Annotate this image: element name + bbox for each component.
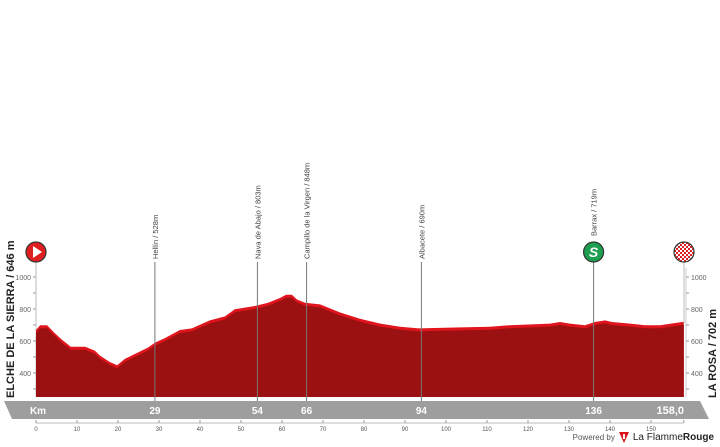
svg-text:120: 120 [523,427,534,433]
svg-text:29: 29 [149,406,161,417]
svg-text:Campillo de la Virgen / 848m: Campillo de la Virgen / 848m [303,163,312,259]
svg-text:600: 600 [691,339,703,346]
svg-text:54: 54 [252,406,264,417]
svg-text:100: 100 [441,427,452,433]
svg-text:S: S [589,244,599,260]
svg-text:40: 40 [197,427,204,433]
waypoint-markers: Hellín / 528m Nava de Abajo / 803m Campill… [151,163,605,418]
svg-text:Barrax / 719m: Barrax / 719m [590,189,599,236]
svg-text:94: 94 [416,406,428,417]
y-axis-left: 400 600 800 1000 [15,268,37,397]
svg-text:30: 30 [156,427,163,433]
finish-distance: 158,0 [656,405,684,417]
svg-text:20: 20 [115,427,122,433]
svg-text:10: 10 [74,427,81,433]
svg-text:110: 110 [482,427,492,433]
svg-text:800: 800 [19,307,31,314]
footer-credit: Powered by La FlammeRouge [573,432,714,443]
svg-text:60: 60 [279,427,286,433]
x-axis: 0 10 20 30 40 50 60 70 80 90 100 110 120 130 140 150 [34,420,685,433]
svg-text:600: 600 [19,339,31,346]
svg-text:66: 66 [301,406,313,417]
svg-text:80: 80 [361,427,368,433]
svg-text:50: 50 [238,427,245,433]
powered-by-text: Powered by [572,433,615,442]
svg-text:400: 400 [19,371,31,378]
svg-text:1000: 1000 [691,275,707,282]
y-axis-right: 400 600 800 1000 [685,268,707,397]
svg-text:150: 150 [646,427,657,433]
svg-text:Nava de Abajo / 803m: Nava de Abajo / 803m [253,185,262,259]
svg-text:140: 140 [605,427,616,433]
brand-name: La FlammeRouge [632,432,714,443]
start-label: ELCHE DE LA SIERRA / 646 m [5,240,17,398]
svg-text:Hellín / 528m: Hellín / 528m [151,215,160,259]
svg-text:800: 800 [691,307,703,314]
km-bar [4,401,709,419]
svg-text:1000: 1000 [15,275,31,282]
svg-text:400: 400 [691,371,703,378]
finish-label: LA ROSA / 702 m [707,309,719,398]
flamme-rouge-logo-icon [618,432,629,443]
km-label: Km [30,406,46,417]
start-icon [25,241,47,326]
svg-text:136: 136 [585,406,602,417]
svg-text:90: 90 [402,427,409,433]
svg-text:0: 0 [34,427,38,433]
km-bar-waypoints: 29 54 66 94 136 [149,406,602,417]
finish-flag-icon [673,241,695,324]
svg-text:130: 130 [564,427,575,433]
svg-text:70: 70 [320,427,327,433]
elevation-profile-area [36,297,684,397]
svg-text:Albacete / 690m: Albacete / 690m [417,205,426,259]
